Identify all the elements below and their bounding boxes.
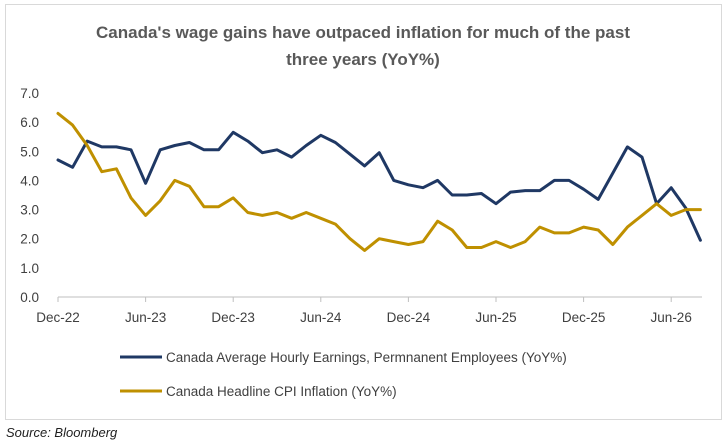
- legend-label: Canada Headline CPI Inflation (YoY%): [166, 384, 397, 399]
- x-tick-label: Dec-22: [36, 310, 80, 325]
- x-tick-label: Dec-25: [562, 310, 606, 325]
- series-layer: [56, 111, 702, 252]
- y-tick-label: 4.0: [20, 173, 39, 188]
- x-tick-label: Jun-25: [475, 310, 516, 325]
- series-line-1: [56, 130, 702, 242]
- chart-title: Canada's wage gains have outpaced inflat…: [96, 23, 630, 69]
- y-tick-label: 3.0: [20, 203, 39, 218]
- x-tick-label: Jun-24: [300, 310, 342, 325]
- legend: Canada Average Hourly Earnings, Permnane…: [120, 350, 567, 399]
- legend-item-2: Canada Headline CPI Inflation (YoY%): [120, 384, 397, 399]
- y-tick-label: 0.0: [20, 290, 39, 305]
- y-tick-label: 2.0: [20, 232, 39, 247]
- source-note: Source: Bloomberg: [6, 425, 118, 440]
- legend-item-1: Canada Average Hourly Earnings, Permnane…: [120, 350, 567, 365]
- y-axis: 0.0 1.0 2.0 3.0 4.0 5.0 6.0 7.0: [20, 86, 39, 305]
- chart-title-line-1: Canada's wage gains have outpaced inflat…: [96, 23, 630, 42]
- x-tick-label: Dec-23: [211, 310, 255, 325]
- line-chart: Canada's wage gains have outpaced inflat…: [20, 23, 702, 399]
- x-tick-label: Dec-24: [387, 310, 431, 325]
- x-axis: Dec-22 Jun-23 Dec-23 Jun-24 Dec-24 Jun-25 Dec-…: [36, 296, 702, 325]
- y-tick-label: 1.0: [20, 261, 39, 276]
- legend-label: Canada Average Hourly Earnings, Permnane…: [166, 350, 567, 365]
- x-tick-label: Jun-23: [125, 310, 166, 325]
- y-tick-label: 5.0: [20, 144, 39, 159]
- y-tick-label: 6.0: [20, 115, 39, 130]
- x-tick-label: Jun-26: [651, 310, 692, 325]
- chart-frame: Canada's wage gains have outpaced inflat…: [5, 4, 722, 420]
- series-line-2: [56, 111, 702, 252]
- y-tick-label: 7.0: [20, 86, 39, 101]
- chart-title-line-2: three years (YoY%): [286, 50, 440, 69]
